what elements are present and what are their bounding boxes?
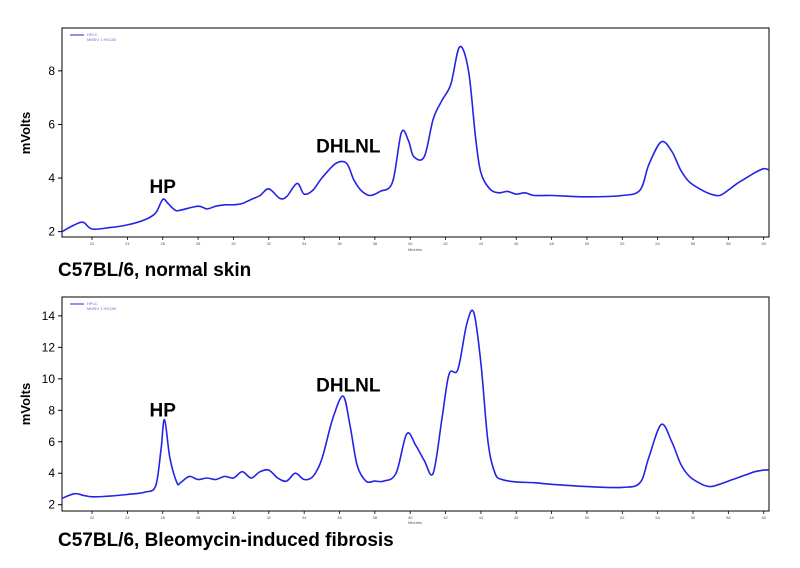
legend-entry: MMSV 1 HS138	[87, 37, 116, 42]
x-tick-label: 22	[90, 241, 95, 246]
x-tick-label: 60	[761, 241, 766, 246]
peak-label: DHLNL	[316, 375, 381, 396]
x-tick-label: 48	[549, 241, 554, 246]
x-tick-label: 46	[514, 241, 519, 246]
x-tick-label: 38	[373, 241, 378, 246]
x-tick-label: 28	[196, 241, 201, 246]
x-tick-label: 58	[726, 515, 731, 520]
legend: HPLC MMSV 1 HS138	[70, 301, 116, 311]
y-tick-label: 8	[48, 403, 55, 417]
chromatogram-trace	[61, 309, 770, 500]
x-axis: 22 24 26 28 30 32 34 36 38 40 42 44 46 48 50 52 54 56 58 60	[90, 237, 767, 246]
x-tick-label: 60	[761, 515, 766, 520]
y-axis-label: mVolts	[18, 383, 33, 425]
y-tick-label: 2	[48, 225, 55, 239]
x-tick-label: 44	[479, 515, 484, 520]
x-tick-label: 26	[161, 515, 166, 520]
legend-entry: HPLC	[87, 301, 98, 306]
x-tick-label: 48	[549, 515, 554, 520]
x-tick-label: 32	[267, 241, 272, 246]
chromatogram-trace	[61, 45, 770, 233]
peak-label: DHLNL	[316, 137, 381, 158]
plot-frame	[61, 27, 770, 238]
x-tick-label: 56	[691, 515, 696, 520]
y-axis: 2 4 6 8 10 12 14	[42, 309, 62, 512]
x-tick-label: 40	[408, 241, 413, 246]
x-axis-label: Minutes	[408, 520, 422, 525]
y-tick-label: 12	[42, 340, 56, 354]
x-tick-label: 26	[161, 241, 166, 246]
y-tick-label: 4	[48, 466, 55, 480]
x-tick-label: 50	[585, 515, 590, 520]
x-tick-label: 30	[231, 241, 236, 246]
panel-caption: C57BL/6, Bleomycin-induced fibrosis	[58, 530, 394, 551]
peak-annotations: HP DHLNL	[150, 137, 381, 198]
legend-entry: HPLC	[87, 32, 98, 37]
x-tick-label: 56	[691, 241, 696, 246]
x-tick-label: 54	[655, 241, 660, 246]
x-tick-label: 38	[373, 515, 378, 520]
x-tick-label: 36	[337, 241, 342, 246]
y-axis: 2 4 6 8	[48, 64, 62, 239]
x-tick-label: 52	[620, 241, 625, 246]
x-tick-label: 22	[90, 515, 95, 520]
x-tick-label: 44	[479, 241, 484, 246]
x-tick-label: 46	[514, 515, 519, 520]
x-tick-label: 32	[267, 515, 272, 520]
x-tick-label: 28	[196, 515, 201, 520]
plot-frame	[61, 296, 770, 512]
x-axis: 22 24 26 28 30 32 34 36 38 40 42 44 46 48 50 52 54 56 58 60	[90, 511, 767, 520]
x-tick-label: 34	[302, 241, 307, 246]
x-tick-label: 52	[620, 515, 625, 520]
x-tick-label: 50	[585, 241, 590, 246]
y-tick-label: 2	[48, 498, 55, 512]
panel-caption: C57BL/6, normal skin	[58, 260, 251, 281]
x-tick-label: 24	[125, 241, 130, 246]
x-axis-label: Minutes	[408, 247, 422, 252]
y-tick-label: 14	[42, 309, 56, 323]
y-tick-label: 6	[48, 435, 55, 449]
x-tick-label: 24	[125, 515, 130, 520]
legend-entry: MMSV 1 HS138	[87, 306, 116, 311]
x-tick-label: 30	[231, 515, 236, 520]
x-tick-label: 36	[337, 515, 342, 520]
legend: HPLC MMSV 1 HS138	[70, 32, 116, 42]
peak-annotations: HP DHLNL	[150, 375, 381, 421]
peak-label: HP	[150, 177, 177, 198]
y-tick-label: 6	[48, 117, 55, 131]
y-tick-label: 8	[48, 64, 55, 78]
x-tick-label: 42	[443, 241, 448, 246]
y-tick-label: 10	[42, 372, 56, 386]
y-tick-label: 4	[48, 171, 55, 185]
x-tick-label: 58	[726, 241, 731, 246]
x-tick-label: 42	[443, 515, 448, 520]
x-tick-label: 54	[655, 515, 660, 520]
x-tick-label: 40	[408, 515, 413, 520]
y-axis-label: mVolts	[18, 112, 33, 154]
x-tick-label: 34	[302, 515, 307, 520]
peak-label: HP	[150, 401, 177, 422]
